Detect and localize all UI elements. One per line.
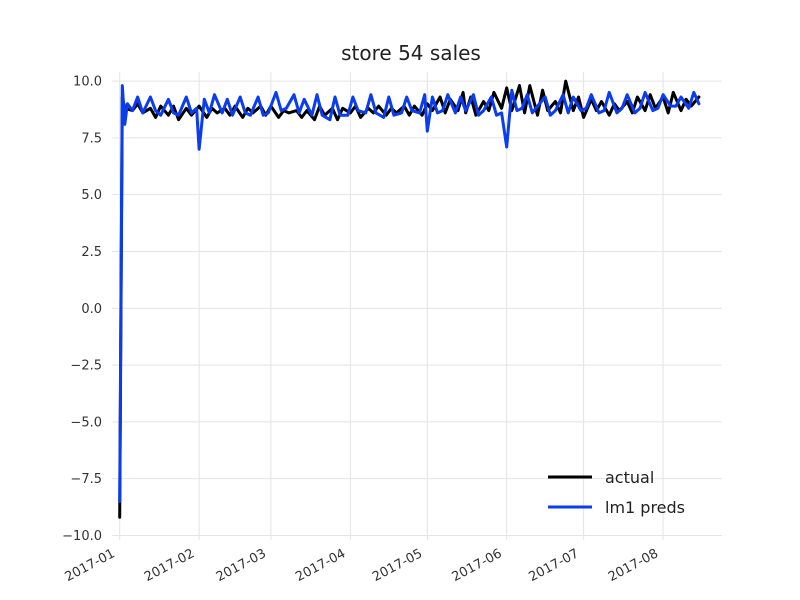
chart-title: store 54 sales bbox=[341, 41, 481, 65]
x-axis-ticks: 2017-01 2017-02 2017-03 2017-04 2017-05 2017-… bbox=[63, 546, 661, 585]
y-tick-label: −10.0 bbox=[62, 529, 102, 544]
x-tick-label: 2017-06 bbox=[450, 546, 505, 585]
x-tick-label: 2017-02 bbox=[142, 546, 197, 585]
x-tick-label: 2017-04 bbox=[293, 546, 348, 585]
series-line-lm1-preds bbox=[118, 84, 701, 503]
x-tick-label: 2017-03 bbox=[214, 546, 269, 585]
y-tick-label: −2.5 bbox=[70, 359, 102, 374]
x-tick-label: 2017-08 bbox=[606, 546, 661, 585]
x-tick-label: 2017-05 bbox=[370, 546, 425, 585]
series-line-actual bbox=[118, 79, 701, 519]
y-tick-label: 2.5 bbox=[81, 245, 102, 260]
y-tick-label: 0.0 bbox=[81, 302, 102, 317]
legend-label: actual bbox=[605, 468, 654, 487]
y-axis-ticks: 10.0 7.5 5.0 2.5 0.0 −2.5 −5.0 −7.5 −10.0 bbox=[62, 75, 102, 544]
legend-label: lm1 preds bbox=[605, 498, 685, 517]
y-tick-label: 5.0 bbox=[81, 188, 102, 203]
y-tick-label: −7.5 bbox=[70, 472, 102, 487]
legend: actual lm1 preds bbox=[548, 468, 685, 517]
y-tick-label: 10.0 bbox=[73, 75, 102, 90]
series-lines bbox=[118, 79, 701, 519]
x-tick-label: 2017-01 bbox=[63, 546, 118, 585]
x-tick-label: 2017-07 bbox=[526, 546, 581, 585]
y-tick-label: 7.5 bbox=[81, 131, 102, 146]
y-tick-label: −5.0 bbox=[70, 415, 102, 430]
